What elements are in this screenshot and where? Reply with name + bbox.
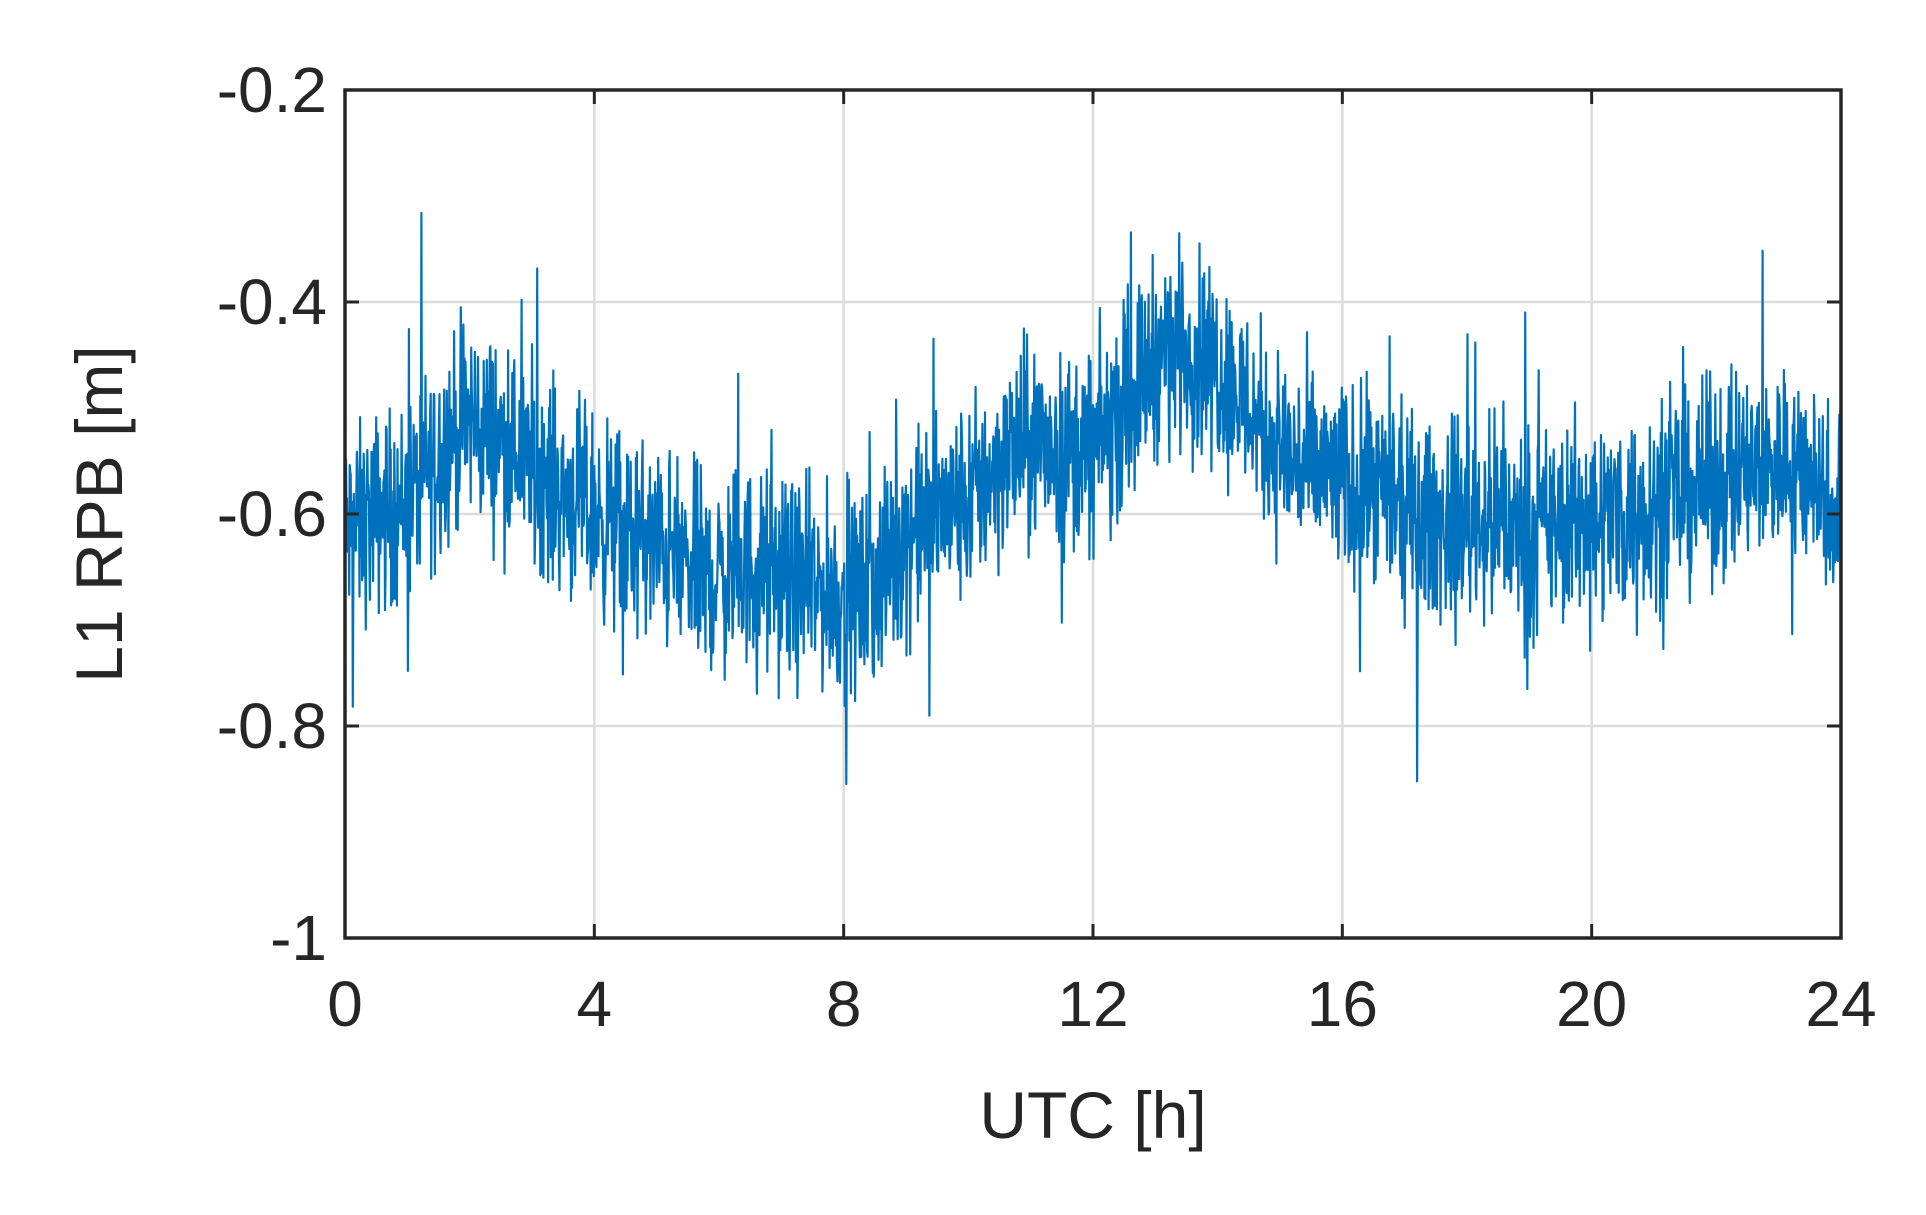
x-tick-label: 0 <box>327 968 363 1040</box>
plot-area <box>343 211 1843 786</box>
x-tick-label: 8 <box>826 968 862 1040</box>
y-tick-label: -0.4 <box>217 266 327 338</box>
series-line <box>343 211 1843 786</box>
x-tick-label: 16 <box>1307 968 1378 1040</box>
x-tick-label: 24 <box>1805 968 1876 1040</box>
x-axis-label: UTC [h] <box>979 1078 1206 1152</box>
y-tick-label: -0.6 <box>217 478 327 550</box>
tick-labels: 0 4 8 12 16 20 24 -1 -0.8 -0.6 -0.4 -0.2 <box>217 54 1877 1040</box>
x-tick-label: 12 <box>1057 968 1128 1040</box>
x-tick-label: 4 <box>577 968 613 1040</box>
y-tick-label: -0.2 <box>217 54 327 126</box>
x-tick-label: 20 <box>1556 968 1627 1040</box>
ticks <box>343 88 1843 940</box>
y-tick-label: -1 <box>270 902 327 974</box>
y-tick-label: -0.8 <box>217 690 327 762</box>
y-axis-label: L1 RPB [m] <box>62 345 136 682</box>
